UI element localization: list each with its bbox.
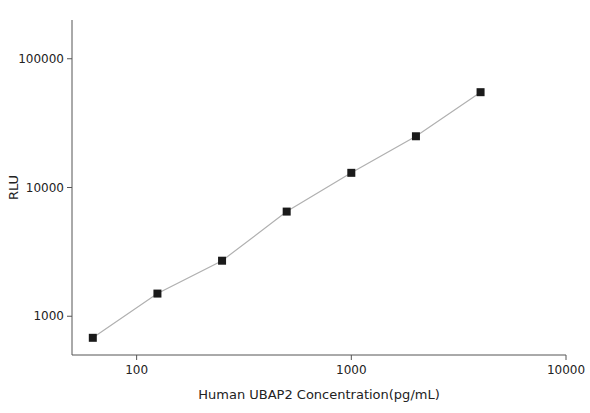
chart-container: 100 1000 10000 1000 10000 100000 Human UBAP2 C… bbox=[0, 0, 590, 413]
y-tick bbox=[67, 187, 72, 188]
axes: 100 1000 10000 1000 10000 100000 bbox=[18, 20, 585, 377]
data-point bbox=[89, 334, 97, 342]
data-point bbox=[283, 208, 291, 216]
y-tick-label: 1000 bbox=[33, 309, 64, 323]
y-tick bbox=[67, 58, 72, 59]
data-point bbox=[412, 132, 420, 140]
y-tick bbox=[67, 316, 72, 317]
plot-area bbox=[89, 88, 485, 342]
y-axis-label: RLU bbox=[6, 175, 21, 200]
x-axis-line bbox=[72, 355, 566, 356]
data-point bbox=[218, 257, 226, 265]
x-tick-label: 10000 bbox=[547, 363, 585, 377]
series-line bbox=[93, 92, 481, 338]
x-tick-label: 100 bbox=[125, 363, 148, 377]
data-point bbox=[477, 88, 485, 96]
data-point bbox=[347, 169, 355, 177]
x-axis-label: Human UBAP2 Concentration(pg/mL) bbox=[198, 387, 439, 402]
y-tick-label: 10000 bbox=[26, 181, 64, 195]
data-point bbox=[153, 290, 161, 298]
x-tick bbox=[566, 355, 567, 360]
x-tick bbox=[351, 355, 352, 360]
chart-svg: 100 1000 10000 1000 10000 100000 Human UBAP2 C… bbox=[0, 0, 590, 413]
x-tick-label: 1000 bbox=[336, 363, 367, 377]
y-tick-label: 100000 bbox=[18, 52, 64, 66]
x-tick bbox=[136, 355, 137, 360]
